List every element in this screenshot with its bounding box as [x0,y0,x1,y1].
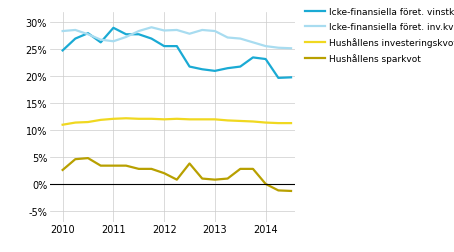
Hushållens sparkvot [85,157,91,160]
Icke-finansiella föret. vinstkvot [123,34,129,37]
Icke-finansiella föret. inv.kvot [225,37,230,40]
Icke-finansiella föret. inv.kvot [98,39,104,42]
Hushållens investeringskvot [98,119,104,122]
Icke-finansiella föret. inv.kvot [149,27,154,30]
Hushållens sparkvot [111,165,116,168]
Icke-finansiella föret. vinstkvot [149,38,154,41]
Hushållens sparkvot [60,169,65,172]
Line: Icke-finansiella föret. vinstkvot: Icke-finansiella föret. vinstkvot [63,29,291,79]
Hushållens sparkvot [187,162,192,165]
Hushållens sparkvot [276,189,281,192]
Hushållens investeringskvot [111,118,116,121]
Hushållens sparkvot [136,168,142,171]
Icke-finansiella föret. inv.kvot [288,48,294,51]
Hushållens sparkvot [225,177,230,180]
Icke-finansiella föret. inv.kvot [162,30,167,33]
Line: Hushållens sparkvot: Hushållens sparkvot [63,159,291,191]
Icke-finansiella föret. inv.kvot [73,29,78,32]
Hushållens sparkvot [250,168,256,171]
Icke-finansiella föret. inv.kvot [111,41,116,44]
Hushållens investeringskvot [73,121,78,124]
Hushållens investeringskvot [237,120,243,123]
Hushållens investeringskvot [60,124,65,127]
Icke-finansiella föret. inv.kvot [263,45,268,48]
Hushållens investeringskvot [123,117,129,120]
Line: Icke-finansiella föret. inv.kvot: Icke-finansiella föret. inv.kvot [63,28,291,49]
Icke-finansiella föret. vinstkvot [225,67,230,70]
Icke-finansiella föret. vinstkvot [98,42,104,45]
Hushållens sparkvot [123,165,129,168]
Icke-finansiella föret. inv.kvot [250,42,256,45]
Hushållens sparkvot [237,168,243,171]
Hushållens investeringskvot [199,118,205,121]
Line: Hushållens investeringskvot: Hushållens investeringskvot [63,119,291,125]
Hushållens investeringskvot [276,122,281,125]
Icke-finansiella föret. vinstkvot [288,77,294,80]
Icke-finansiella föret. inv.kvot [276,47,281,50]
Icke-finansiella föret. vinstkvot [212,70,217,73]
Hushållens investeringskvot [250,120,256,123]
Icke-finansiella föret. inv.kvot [123,36,129,39]
Hushållens sparkvot [212,178,217,181]
Icke-finansiella föret. inv.kvot [212,30,217,34]
Icke-finansiella föret. vinstkvot [276,77,281,80]
Hushållens sparkvot [263,183,268,186]
Icke-finansiella föret. vinstkvot [237,66,243,69]
Icke-finansiella föret. vinstkvot [187,66,192,69]
Icke-finansiella föret. vinstkvot [162,45,167,48]
Icke-finansiella föret. vinstkvot [250,57,256,60]
Hushållens investeringskvot [162,118,167,121]
Icke-finansiella föret. inv.kvot [199,29,205,32]
Hushållens investeringskvot [225,119,230,122]
Legend: Icke-finansiella föret. vinstkvot, Icke-finansiella föret. inv.kvot, Hushållens : Icke-finansiella föret. vinstkvot, Icke-… [305,8,454,64]
Hushållens investeringskvot [263,121,268,124]
Icke-finansiella föret. vinstkvot [174,45,180,48]
Icke-finansiella föret. inv.kvot [174,29,180,32]
Icke-finansiella föret. vinstkvot [136,34,142,37]
Hushållens investeringskvot [85,121,91,124]
Hushållens sparkvot [98,165,104,168]
Hushållens investeringskvot [136,118,142,121]
Icke-finansiella föret. vinstkvot [199,69,205,72]
Hushållens sparkvot [288,190,294,193]
Hushållens sparkvot [162,172,167,175]
Hushållens investeringskvot [174,118,180,121]
Icke-finansiella föret. inv.kvot [60,30,65,34]
Icke-finansiella föret. inv.kvot [237,38,243,41]
Hushållens investeringskvot [187,118,192,121]
Hushållens investeringskvot [149,118,154,121]
Icke-finansiella föret. inv.kvot [85,34,91,37]
Hushållens investeringskvot [288,122,294,125]
Icke-finansiella föret. vinstkvot [111,27,116,30]
Hushållens investeringskvot [212,118,217,121]
Hushållens sparkvot [149,168,154,171]
Icke-finansiella föret. vinstkvot [263,58,268,61]
Hushållens sparkvot [199,177,205,180]
Hushållens sparkvot [73,158,78,161]
Hushållens sparkvot [174,178,180,181]
Icke-finansiella föret. inv.kvot [136,30,142,34]
Icke-finansiella föret. vinstkvot [85,33,91,36]
Icke-finansiella föret. vinstkvot [60,50,65,53]
Icke-finansiella föret. vinstkvot [73,38,78,41]
Icke-finansiella föret. inv.kvot [187,33,192,36]
